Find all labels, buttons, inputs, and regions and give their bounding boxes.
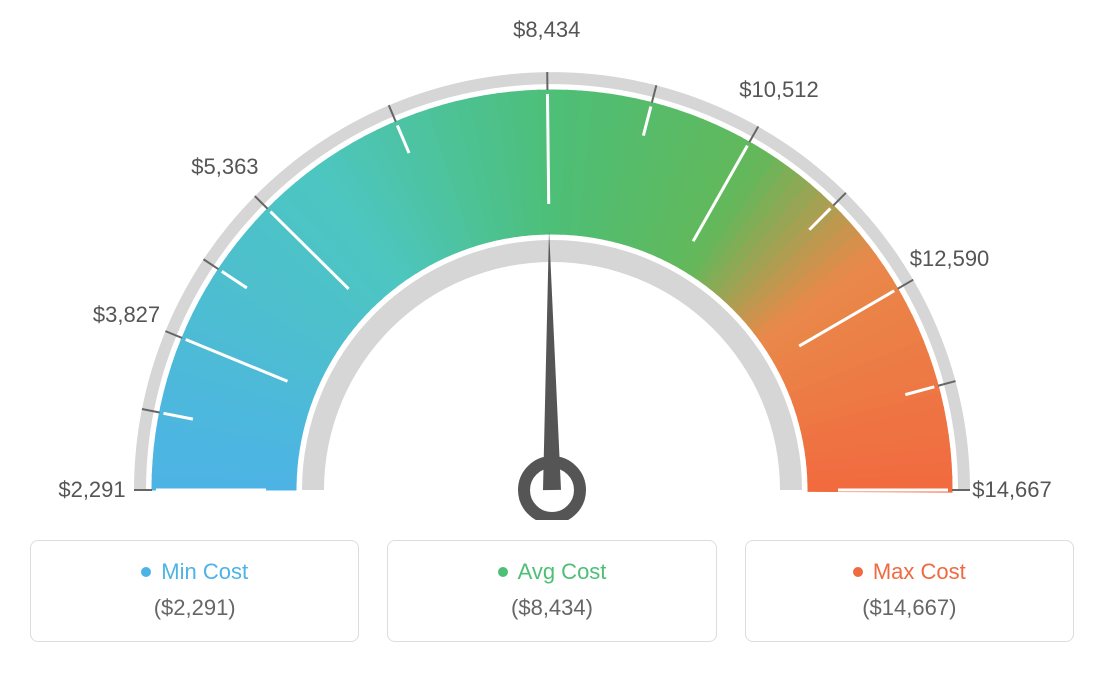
legend-card-avg: Avg Cost ($8,434) xyxy=(387,540,716,642)
legend-title-max: Max Cost xyxy=(873,559,966,585)
legend-dot-avg xyxy=(498,567,508,577)
legend-title-row: Avg Cost xyxy=(398,559,705,585)
legend-title-row: Min Cost xyxy=(41,559,348,585)
gauge-scale-label: $10,512 xyxy=(739,77,819,103)
gauge-scale-label: $8,434 xyxy=(513,17,580,43)
gauge-needle xyxy=(543,230,561,490)
legend-title-min: Min Cost xyxy=(161,559,248,585)
legend-value-min: ($2,291) xyxy=(41,595,348,621)
legend-card-min: Min Cost ($2,291) xyxy=(30,540,359,642)
gauge-tick xyxy=(547,94,548,204)
gauge-scale-label: $3,827 xyxy=(93,302,160,328)
gauge-scale-label: $12,590 xyxy=(910,246,990,272)
legend-value-avg: ($8,434) xyxy=(398,595,705,621)
gauge-scale-label: $14,667 xyxy=(972,477,1052,503)
gauge-scale-label: $2,291 xyxy=(58,477,125,503)
legend-row: Min Cost ($2,291) Avg Cost ($8,434) Max … xyxy=(0,540,1104,642)
legend-card-max: Max Cost ($14,667) xyxy=(745,540,1074,642)
legend-title-avg: Avg Cost xyxy=(518,559,607,585)
gauge-scale-label: $5,363 xyxy=(191,154,258,180)
gauge-chart: $2,291 $3,827 $5,363 $8,434 $10,512 $12,590 $1… xyxy=(0,0,1104,520)
legend-title-row: Max Cost xyxy=(756,559,1063,585)
legend-value-max: ($14,667) xyxy=(756,595,1063,621)
legend-dot-min xyxy=(141,567,151,577)
legend-dot-max xyxy=(853,567,863,577)
